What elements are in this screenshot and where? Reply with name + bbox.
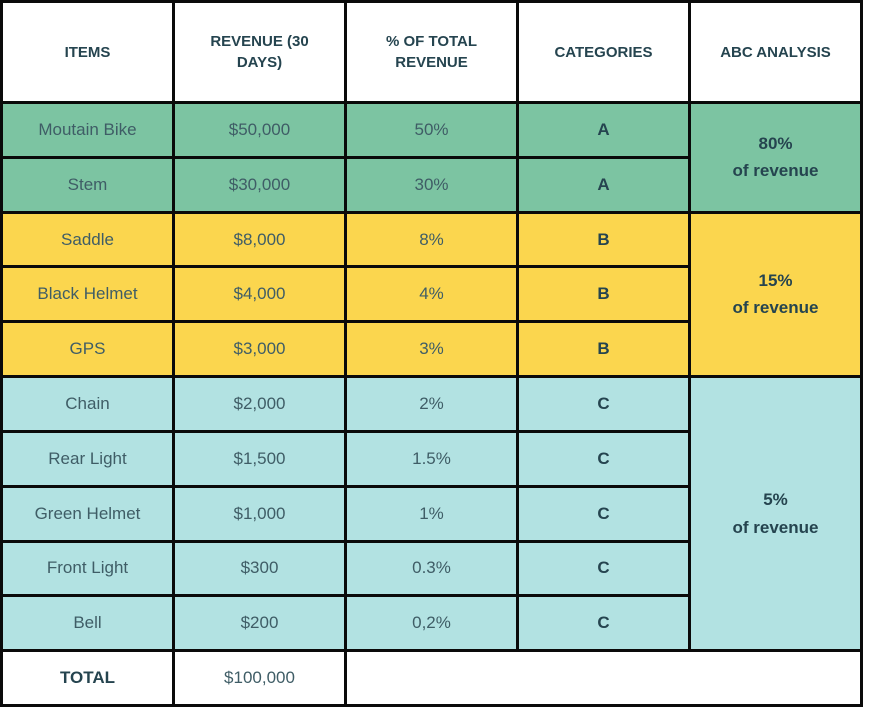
- table-row: Bell $200 0,2% C: [0, 594, 862, 653]
- category-cell: A: [516, 155, 691, 214]
- abc-group-percent: 80%: [758, 134, 793, 154]
- percent-cell: 1.5%: [344, 429, 519, 488]
- revenue-cell: $300: [172, 539, 347, 598]
- table-row: GPS $3,000 3% B: [0, 320, 862, 379]
- table-row: Chain $2,000 2% C 5% of revenue: [0, 375, 863, 653]
- category-cell: A: [516, 101, 691, 159]
- item-cell: Black Helmet: [0, 265, 175, 324]
- column-header-items: ITEMS: [0, 0, 175, 104]
- category-cell: C: [516, 594, 691, 653]
- category-cell: C: [516, 429, 691, 488]
- item-cell: Front Light: [0, 539, 175, 598]
- category-cell: B: [516, 210, 691, 269]
- percent-cell: 50%: [344, 101, 519, 159]
- abc-group-a-cell: 80% of revenue: [688, 101, 863, 214]
- column-header-percent: % OF TOTAL REVENUE: [344, 0, 519, 104]
- abc-group-label: of revenue: [732, 517, 819, 537]
- revenue-cell: $200: [172, 594, 347, 653]
- percent-cell: 0.3%: [344, 539, 519, 598]
- abc-group-c-cell: 5% of revenue: [688, 375, 863, 653]
- item-cell: GPS: [0, 320, 175, 379]
- table-row: Stem $30,000 30% A: [0, 155, 862, 214]
- table-row: Front Light $300 0.3% C: [0, 539, 862, 598]
- table-row: Rear Light $1,500 1.5% C: [0, 429, 862, 488]
- revenue-cell: $3,000: [172, 320, 347, 379]
- percent-cell: 30%: [344, 155, 519, 214]
- revenue-cell: $8,000: [172, 210, 347, 269]
- category-cell: C: [516, 539, 691, 598]
- percent-cell: 4%: [344, 265, 519, 324]
- percent-cell: 3%: [344, 320, 519, 379]
- total-row: TOTAL $100,000: [0, 649, 863, 707]
- abc-group-percent: 5%: [763, 490, 788, 510]
- item-cell: Stem: [0, 155, 175, 214]
- item-cell: Moutain Bike: [0, 101, 175, 159]
- category-cell: B: [516, 265, 691, 324]
- revenue-cell: $1,000: [172, 484, 347, 543]
- item-cell: Saddle: [0, 210, 175, 269]
- header-row: ITEMS REVENUE (30 DAYS) % OF TOTAL REVEN…: [0, 0, 863, 104]
- percent-cell: 2%: [344, 375, 519, 433]
- abc-group-b-cell: 15% of revenue: [688, 210, 863, 379]
- revenue-cell: $1,500: [172, 429, 347, 488]
- revenue-cell: $30,000: [172, 155, 347, 214]
- item-cell: Bell: [0, 594, 175, 653]
- item-cell: Green Helmet: [0, 484, 175, 543]
- total-revenue-cell: $100,000: [172, 649, 347, 707]
- column-header-revenue: REVENUE (30 DAYS): [172, 0, 347, 104]
- table-row: Moutain Bike $50,000 50% A 80% of revenu…: [0, 101, 863, 214]
- abc-group-label: of revenue: [732, 298, 819, 318]
- abc-group-percent: 15%: [758, 271, 793, 291]
- table-row: Saddle $8,000 8% B 15% of revenue: [0, 210, 863, 379]
- category-cell: C: [516, 375, 691, 433]
- abc-group-label: of revenue: [732, 161, 819, 181]
- table-row: Black Helmet $4,000 4% B: [0, 265, 862, 324]
- item-cell: Rear Light: [0, 429, 175, 488]
- total-label-cell: TOTAL: [0, 649, 175, 707]
- column-header-categories: CATEGORIES: [516, 0, 691, 104]
- revenue-cell: $2,000: [172, 375, 347, 433]
- total-empty-cell: [344, 649, 863, 707]
- column-header-abc: ABC ANALYSIS: [688, 0, 863, 104]
- table-row: Green Helmet $1,000 1% C: [0, 484, 862, 543]
- item-cell: Chain: [0, 375, 175, 433]
- category-cell: C: [516, 484, 691, 543]
- percent-cell: 1%: [344, 484, 519, 543]
- percent-cell: 8%: [344, 210, 519, 269]
- revenue-cell: $50,000: [172, 101, 347, 159]
- revenue-cell: $4,000: [172, 265, 347, 324]
- category-cell: B: [516, 320, 691, 379]
- percent-cell: 0,2%: [344, 594, 519, 653]
